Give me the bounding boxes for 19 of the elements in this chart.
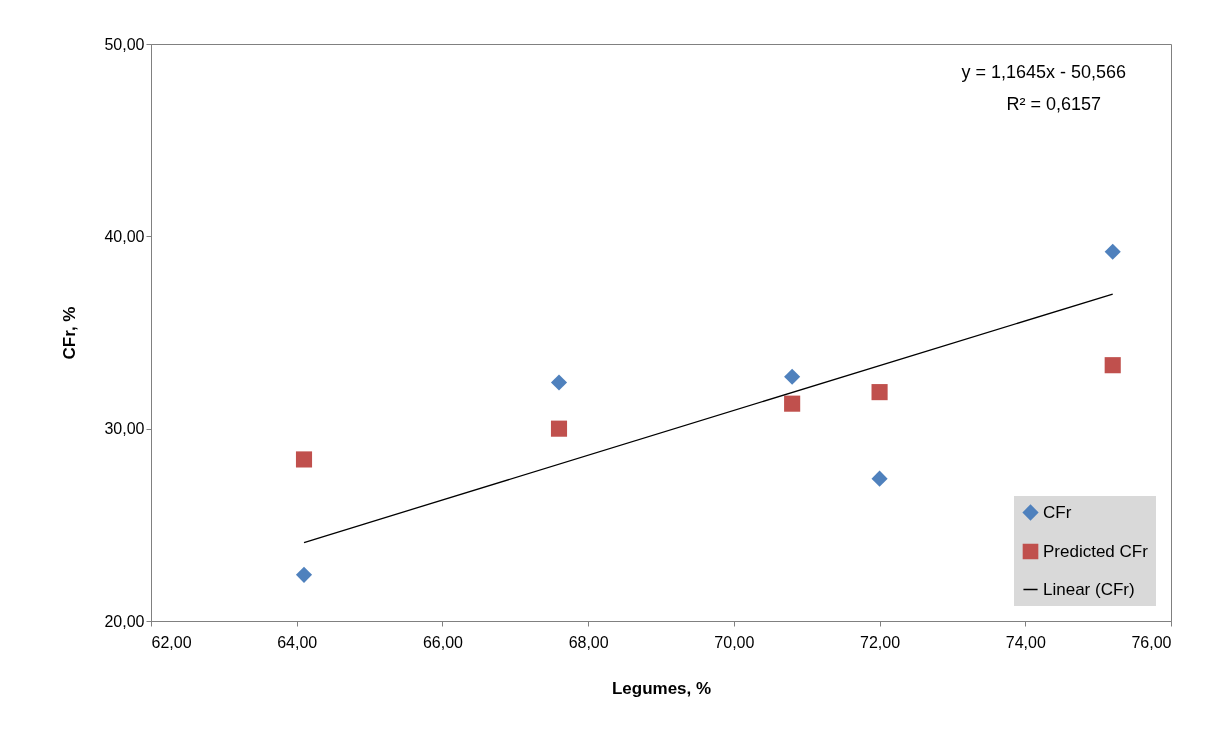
x-tick-label: 66,00 [422,633,464,651]
x-tick-label: 76,00 [1131,633,1172,651]
legend-label: Linear (CFr) [1043,579,1135,599]
annotation: y = 1,1645x - 50,566 [961,62,1126,82]
legend-label: CFr [1043,502,1072,522]
y-tick-label: 20,00 [104,612,145,630]
y-axis-title: CFr, % [60,306,80,360]
x-axis-title: Legumes, % [611,678,712,698]
y-tick-label: 40,00 [104,227,145,245]
annotation: R² = 0,6157 [1006,94,1101,114]
x-tick-label: 74,00 [1005,633,1046,651]
x-tick-label: 64,00 [277,633,318,651]
legend-label: Predicted CFr [1043,541,1149,561]
x-tick-label: 70,00 [714,633,755,651]
x-tick-label: 72,00 [860,633,901,651]
y-tick-label: 50,00 [104,35,145,53]
x-tick-label: 68,00 [568,633,609,651]
x-tick-label: 62,00 [151,633,192,651]
y-tick-label: 30,00 [104,420,145,438]
